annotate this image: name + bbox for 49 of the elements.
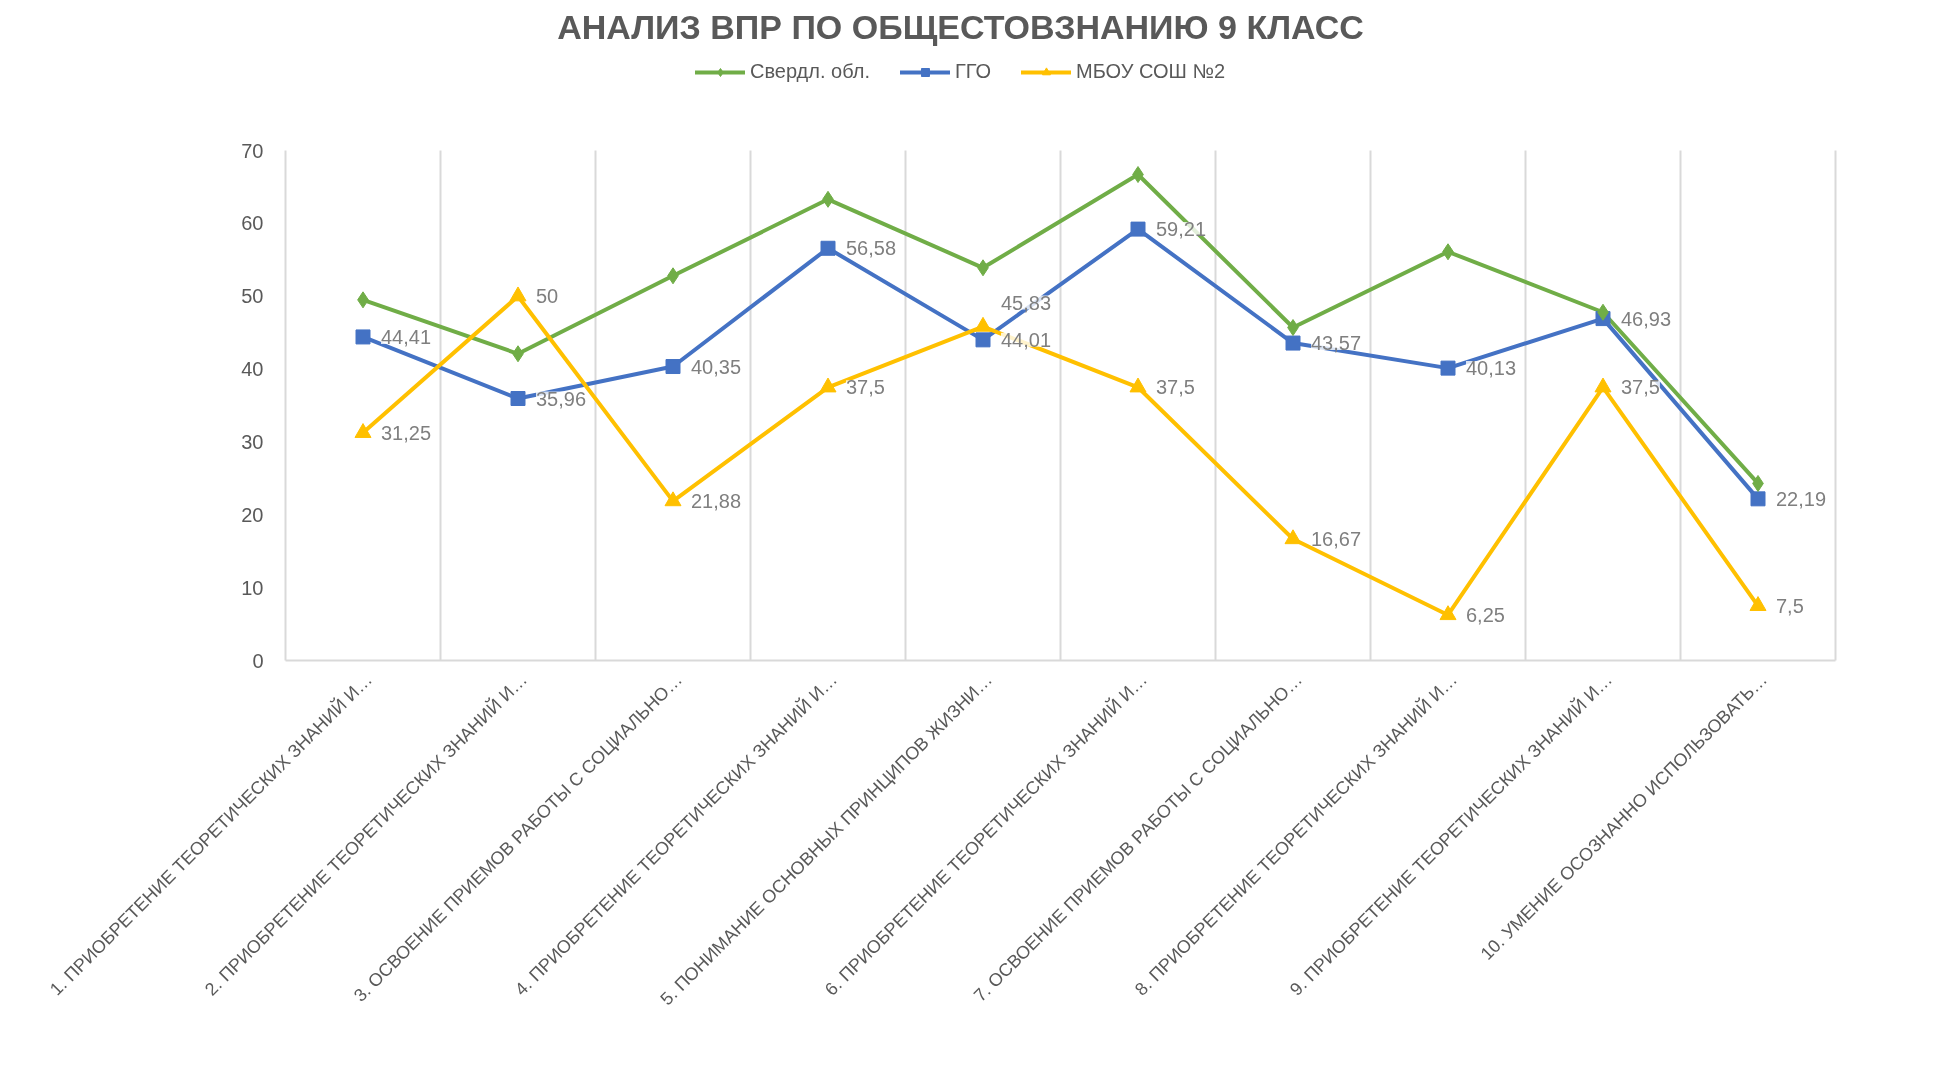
point [820, 240, 836, 256]
data-label: 22,19 [1776, 487, 1827, 510]
y-tick-label: 10 [241, 576, 264, 599]
point [1750, 491, 1766, 507]
y-tick-label: 20 [241, 503, 264, 526]
data-label: 43,57 [1311, 332, 1362, 355]
data-label: 21,88 [691, 490, 742, 513]
data-label: 40,13 [1466, 357, 1517, 380]
point [1440, 360, 1456, 376]
point [664, 491, 682, 507]
data-label: 6,25 [1466, 603, 1505, 626]
point [354, 423, 372, 438]
data-label: 37,5 [846, 376, 885, 399]
data-label: 7,5 [1776, 594, 1804, 617]
data-label: 35,96 [536, 387, 587, 410]
y-tick-label: 30 [241, 430, 264, 453]
data-label: 31,25 [381, 421, 432, 444]
point [1285, 335, 1301, 351]
y-tick-label: 60 [241, 212, 264, 235]
point [1129, 377, 1147, 393]
data-label: 50 [536, 285, 559, 308]
data-label: 40,35 [691, 355, 742, 378]
point [510, 391, 526, 407]
data-label: 37,5 [1621, 376, 1660, 399]
legend-label: ГГО [954, 60, 992, 83]
y-tick-label: 70 [241, 139, 264, 162]
legend-label: Свердл. обл. [749, 60, 870, 83]
point [665, 359, 681, 375]
point [1284, 529, 1302, 545]
data-label: 59,21 [1156, 218, 1207, 241]
point [1594, 377, 1612, 393]
data-label: 56,58 [846, 237, 897, 260]
data-label: 16,67 [1311, 528, 1362, 551]
chart-title: АНАЛИЗ ВПР ПО ОБЩЕСТОВЗНАНИЮ 9 КЛАСС [557, 7, 1364, 46]
y-tick-label: 50 [241, 285, 264, 308]
point [1439, 605, 1457, 621]
point [355, 329, 371, 345]
point [1130, 221, 1146, 237]
data-label: 46,93 [1621, 307, 1672, 330]
legend-label: МБОУ СОШ №2 [1076, 60, 1226, 83]
point [1749, 596, 1767, 611]
point [975, 332, 991, 348]
data-label: 37,5 [1156, 376, 1195, 399]
y-tick-label: 40 [241, 358, 264, 381]
data-label: 44,01 [1001, 328, 1052, 351]
point [819, 377, 837, 393]
y-tick-label: 0 [252, 649, 264, 672]
data-label: 44,41 [381, 325, 432, 348]
data-label: 45,83 [1001, 291, 1052, 314]
